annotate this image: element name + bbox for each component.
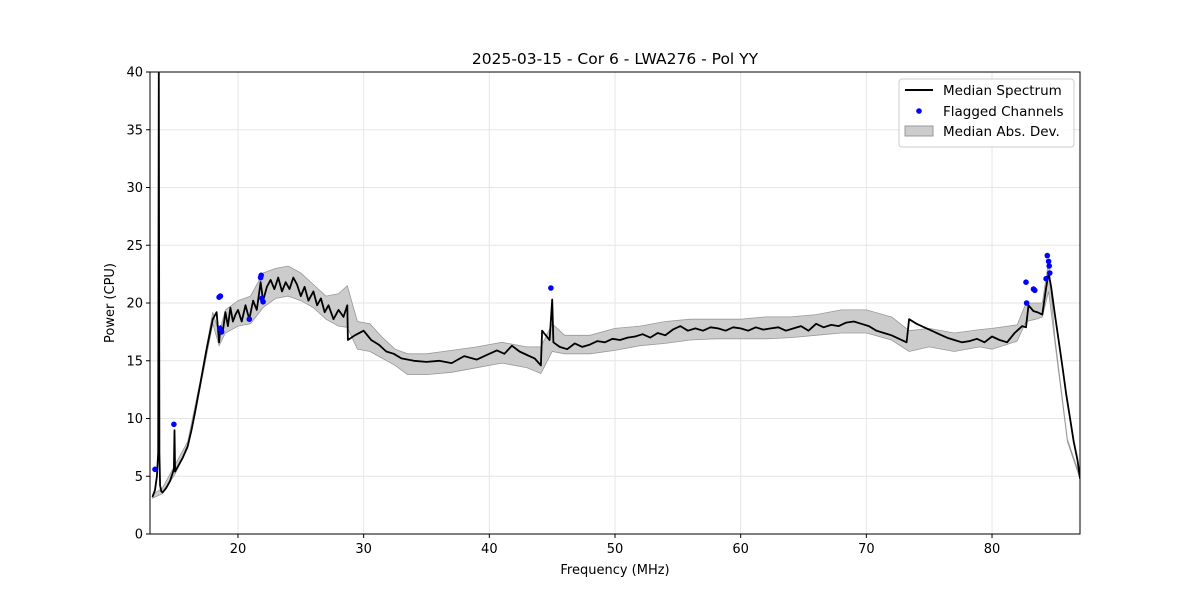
flagged-channel-point <box>1046 263 1052 269</box>
y-tick-label: 5 <box>135 470 143 485</box>
flagged-channel-point <box>1032 287 1038 294</box>
x-tick-label: 70 <box>858 542 875 557</box>
flagged-channel-point <box>1044 252 1051 259</box>
x-tick-label: 80 <box>984 542 1001 557</box>
flagged-channel-point <box>246 316 253 323</box>
flagged-channel-point <box>171 421 177 428</box>
y-axis-ticks: 0 5 10 15 20 25 30 35 40 <box>126 66 150 543</box>
mad-area <box>152 261 1080 499</box>
legend-median-label: Median Spectrum <box>943 83 1062 99</box>
y-tick-label: 25 <box>126 239 143 254</box>
x-tick-label: 30 <box>355 542 372 557</box>
flagged-channel-point <box>1023 279 1029 286</box>
y-tick-label: 35 <box>126 123 143 138</box>
x-tick-label: 20 <box>230 542 247 557</box>
flagged-channel-point <box>1047 270 1053 276</box>
legend-mad-label: Median Abs. Dev. <box>943 124 1060 140</box>
flagged-channel-point <box>218 329 225 335</box>
flagged-channel-point <box>548 285 554 291</box>
flagged-channel-point <box>260 299 266 305</box>
y-axis-label: Power (CPU) <box>103 263 118 343</box>
y-tick-label: 0 <box>135 528 143 543</box>
median-spectrum-path <box>151 72 1080 498</box>
legend: Median Spectrum Flagged Channels Median … <box>898 78 1075 148</box>
y-tick-label: 10 <box>126 412 143 427</box>
x-tick-label: 50 <box>607 542 624 557</box>
x-axis-ticks: 20 30 40 50 60 70 80 <box>230 534 1001 557</box>
legend-box <box>898 78 1075 148</box>
x-tick-label: 60 <box>732 542 749 557</box>
flagged-channel-point <box>217 293 224 299</box>
flagged-channel-point <box>258 272 265 279</box>
y-tick-label: 20 <box>126 297 143 312</box>
flagged-channel-point <box>152 466 158 473</box>
flagged-channel-point <box>1045 258 1052 265</box>
y-tick-label: 40 <box>126 66 143 81</box>
chart-title: 2025-03-15 - Cor 6 - LWA276 - Pol YY <box>472 50 759 68</box>
flagged-channel-point <box>1043 275 1049 282</box>
y-tick-label: 30 <box>126 181 143 196</box>
median-line <box>151 72 1080 498</box>
x-axis-label: Frequency (MHz) <box>560 563 669 578</box>
y-tick-label: 15 <box>126 354 143 369</box>
mad-band <box>152 261 1080 499</box>
flagged-channel-point <box>1023 300 1030 306</box>
legend-flagged-swatch <box>916 108 922 114</box>
legend-mad-swatch <box>904 125 934 137</box>
x-tick-label: 40 <box>481 542 498 557</box>
flagged-points <box>152 252 1053 473</box>
legend-flagged-label: Flagged Channels <box>943 104 1064 120</box>
